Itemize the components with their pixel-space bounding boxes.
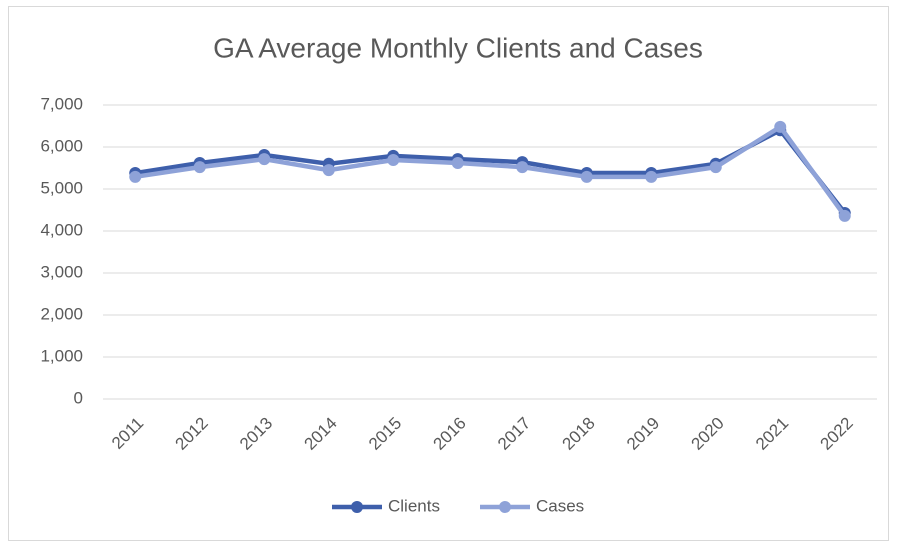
y-tick-label: 0	[74, 388, 83, 407]
data-point	[838, 209, 851, 222]
data-point	[516, 161, 529, 174]
legend-marker	[351, 501, 363, 513]
data-point	[451, 156, 464, 169]
chart-title: GA Average Monthly Clients and Cases	[213, 32, 703, 63]
y-tick-label: 3,000	[40, 262, 83, 281]
y-tick-label: 7,000	[40, 94, 83, 113]
data-point	[580, 170, 593, 183]
data-point	[774, 120, 787, 133]
y-tick-label: 1,000	[40, 346, 83, 365]
legend-marker	[499, 501, 511, 513]
data-point	[193, 161, 206, 174]
y-tick-label: 5,000	[40, 178, 83, 197]
y-tick-label: 6,000	[40, 136, 83, 155]
data-point	[709, 161, 722, 174]
data-point	[129, 170, 142, 183]
data-point	[645, 170, 658, 183]
data-point	[258, 153, 271, 166]
legend-label: Clients	[388, 496, 440, 515]
data-point	[387, 154, 400, 167]
y-tick-label: 4,000	[40, 220, 83, 239]
series-line	[134, 124, 847, 218]
legend-label: Cases	[536, 496, 584, 515]
data-point	[322, 164, 335, 177]
y-tick-label: 2,000	[40, 304, 83, 323]
